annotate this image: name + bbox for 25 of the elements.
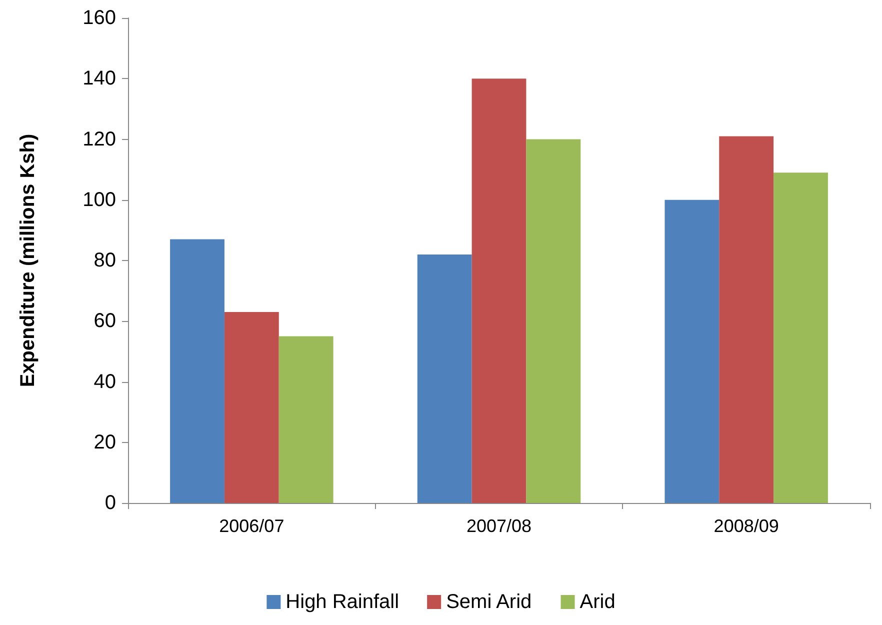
bar [719, 136, 774, 503]
legend-label: Semi Arid [446, 591, 532, 613]
y-tick-label: 120 [82, 128, 116, 150]
y-tick-label: 140 [82, 68, 116, 90]
bar [224, 312, 279, 503]
bar [278, 336, 334, 503]
y-tick-label: 100 [82, 188, 116, 211]
legend-label: Arid [580, 591, 616, 613]
bar [664, 200, 720, 503]
bar [526, 139, 581, 503]
y-tick-label: 40 [94, 370, 116, 393]
y-tick-label: 60 [94, 310, 116, 332]
y-tick-label: 160 [82, 7, 116, 29]
bar [472, 78, 526, 503]
x-tick-label: 2007/08 [466, 516, 532, 536]
y-tick-label: 80 [94, 250, 116, 272]
y-tick-label: 20 [94, 431, 116, 454]
bar [774, 172, 828, 503]
y-axis-title: Expenditure (millions Ksh) [17, 134, 39, 388]
legend-label: High Rainfall [286, 591, 400, 613]
bar [417, 254, 472, 503]
x-tick-label: 2006/07 [219, 516, 284, 536]
x-tick-label: 2008/09 [714, 516, 779, 536]
bar [170, 239, 224, 503]
y-tick-label: 0 [104, 492, 116, 514]
